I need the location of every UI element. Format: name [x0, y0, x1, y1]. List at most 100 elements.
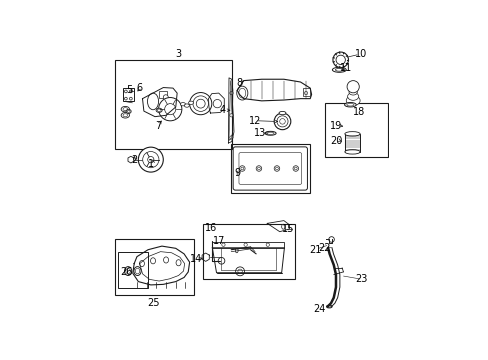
- Bar: [115, 60, 231, 149]
- Ellipse shape: [176, 260, 181, 266]
- Circle shape: [235, 267, 244, 276]
- FancyBboxPatch shape: [239, 153, 301, 184]
- Circle shape: [292, 166, 298, 171]
- Ellipse shape: [236, 86, 247, 100]
- Text: 17: 17: [213, 237, 225, 246]
- Text: 4: 4: [219, 105, 225, 115]
- Text: 24: 24: [313, 304, 325, 314]
- Ellipse shape: [335, 68, 343, 71]
- Circle shape: [274, 166, 279, 171]
- Text: 13: 13: [254, 128, 266, 138]
- Text: 23: 23: [355, 274, 367, 284]
- Bar: [212, 242, 284, 248]
- Ellipse shape: [344, 103, 355, 107]
- Circle shape: [163, 95, 168, 100]
- Ellipse shape: [180, 103, 185, 106]
- Circle shape: [276, 116, 287, 127]
- Circle shape: [332, 52, 348, 68]
- Circle shape: [213, 99, 221, 108]
- Text: 22: 22: [318, 243, 330, 253]
- Ellipse shape: [281, 224, 285, 229]
- Circle shape: [189, 93, 211, 115]
- Ellipse shape: [134, 267, 141, 275]
- Circle shape: [275, 167, 278, 170]
- Circle shape: [142, 152, 159, 168]
- Circle shape: [229, 91, 233, 95]
- Ellipse shape: [346, 103, 353, 106]
- Circle shape: [229, 136, 233, 139]
- Circle shape: [265, 243, 269, 246]
- Ellipse shape: [235, 248, 238, 253]
- Text: 15: 15: [281, 224, 294, 234]
- Ellipse shape: [135, 268, 140, 274]
- Ellipse shape: [127, 110, 130, 113]
- Ellipse shape: [121, 107, 129, 112]
- Bar: [231, 144, 309, 193]
- Circle shape: [257, 167, 260, 170]
- Text: 5: 5: [126, 85, 132, 95]
- Bar: [159, 91, 166, 98]
- Ellipse shape: [126, 109, 131, 113]
- Bar: [325, 103, 387, 157]
- Ellipse shape: [348, 90, 357, 95]
- Ellipse shape: [264, 131, 276, 135]
- Ellipse shape: [163, 257, 168, 263]
- Ellipse shape: [347, 93, 358, 100]
- Circle shape: [328, 237, 334, 242]
- Ellipse shape: [150, 258, 155, 264]
- Circle shape: [196, 99, 205, 108]
- Bar: [123, 88, 133, 102]
- Text: 19: 19: [329, 121, 342, 131]
- Ellipse shape: [123, 114, 127, 117]
- Text: 6: 6: [136, 82, 142, 93]
- Circle shape: [147, 157, 154, 163]
- Text: 10: 10: [355, 49, 367, 59]
- Text: 25: 25: [146, 298, 159, 308]
- Ellipse shape: [121, 112, 129, 118]
- Circle shape: [129, 90, 132, 93]
- Circle shape: [138, 147, 163, 172]
- Bar: [118, 252, 148, 288]
- Circle shape: [239, 166, 244, 171]
- Ellipse shape: [344, 132, 359, 136]
- Circle shape: [222, 243, 224, 246]
- Ellipse shape: [157, 109, 161, 112]
- Text: 21: 21: [309, 245, 321, 255]
- Circle shape: [244, 243, 247, 246]
- Text: 7: 7: [155, 121, 162, 131]
- Text: 16: 16: [204, 222, 217, 233]
- Bar: [203, 224, 294, 279]
- Circle shape: [164, 104, 175, 115]
- Circle shape: [279, 118, 285, 124]
- Ellipse shape: [279, 111, 285, 115]
- Circle shape: [158, 98, 182, 121]
- Ellipse shape: [156, 108, 162, 112]
- Ellipse shape: [344, 150, 359, 154]
- Ellipse shape: [332, 67, 346, 72]
- Text: 2: 2: [131, 155, 138, 165]
- Text: 1: 1: [147, 159, 154, 169]
- Text: 26: 26: [120, 267, 132, 277]
- Bar: [302, 88, 309, 96]
- Ellipse shape: [123, 108, 127, 111]
- Text: 12: 12: [248, 116, 261, 126]
- Ellipse shape: [184, 104, 189, 107]
- Ellipse shape: [125, 268, 130, 274]
- Ellipse shape: [147, 93, 158, 110]
- FancyBboxPatch shape: [233, 147, 307, 190]
- Text: 9: 9: [234, 168, 240, 179]
- Bar: [115, 239, 193, 296]
- Circle shape: [237, 269, 242, 274]
- Circle shape: [124, 90, 127, 93]
- Text: 3: 3: [175, 49, 181, 59]
- Ellipse shape: [327, 306, 330, 307]
- Text: 8: 8: [236, 78, 242, 89]
- Ellipse shape: [326, 305, 331, 308]
- Text: 11: 11: [340, 63, 352, 73]
- Ellipse shape: [139, 261, 144, 267]
- Circle shape: [129, 97, 132, 100]
- Circle shape: [335, 55, 345, 64]
- Circle shape: [193, 96, 208, 111]
- Circle shape: [218, 257, 224, 264]
- Circle shape: [229, 114, 233, 117]
